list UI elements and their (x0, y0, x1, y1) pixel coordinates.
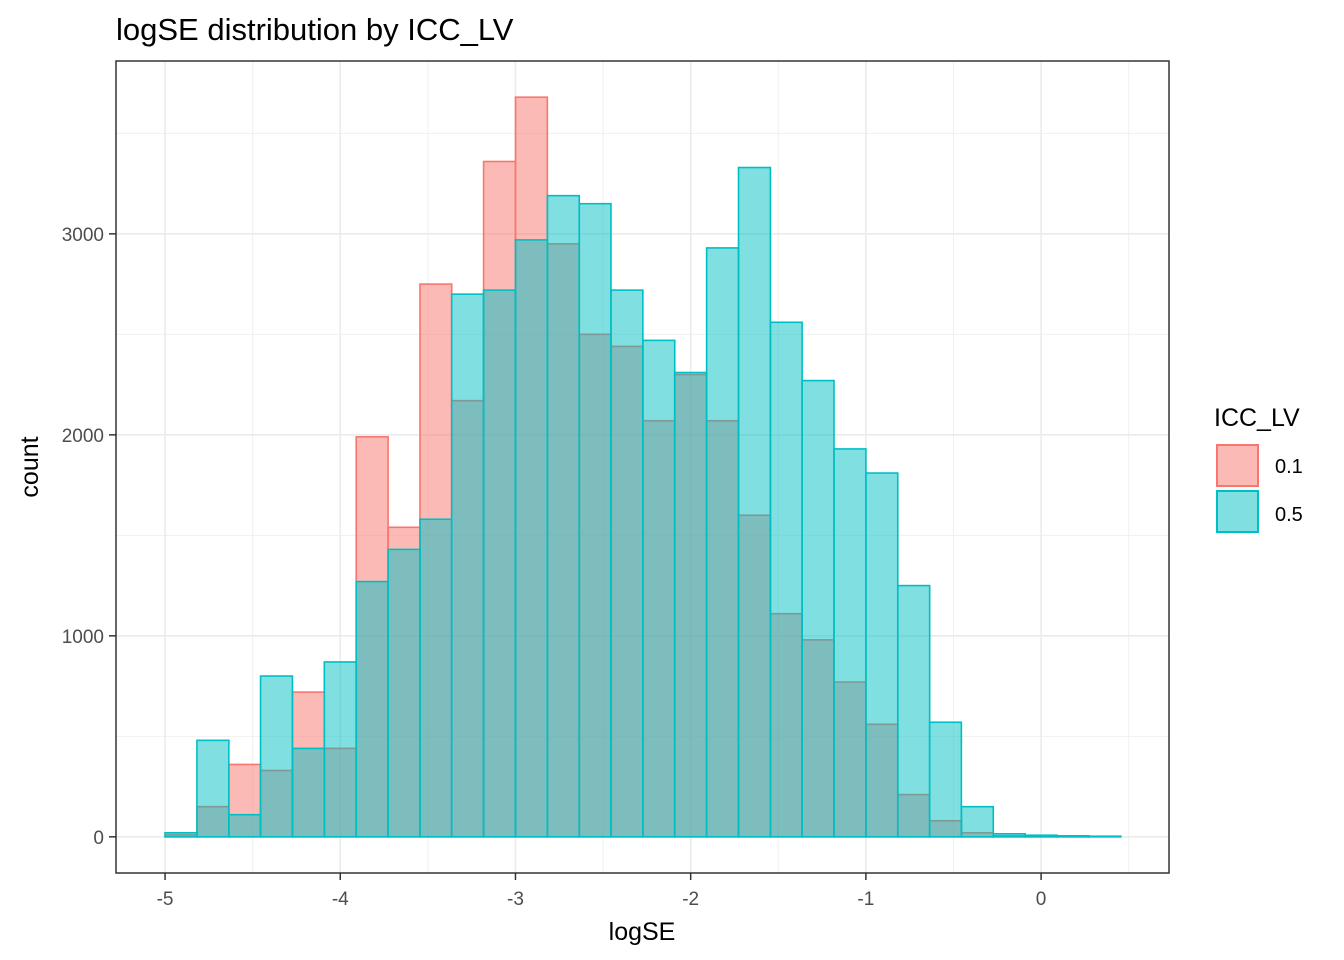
chart-title: logSE distribution by ICC_LV (116, 12, 514, 47)
legend-key-0.1 (1216, 444, 1259, 487)
bar-icc-0.5-bin-5 (323, 661, 358, 838)
bar-icc-0.5-bin-11 (514, 239, 549, 838)
bar-icc-0.5-bin-21 (833, 448, 867, 838)
bar-icc-0.5-bin-17 (705, 247, 740, 838)
bar-icc-0.5-bin-25 (960, 805, 995, 838)
bar-icc-0.5-bin-16 (673, 371, 708, 838)
y-tick-label: 3000 (62, 225, 104, 246)
bar-icc-0.5-bin-28 (1056, 835, 1090, 838)
bar-icc-0.5-bin-12 (546, 194, 581, 838)
bar-icc-0.5-bin-15 (642, 339, 676, 838)
bar-icc-0.5-bin-18 (737, 166, 772, 838)
bar-icc-0.5-bin-19 (769, 321, 803, 838)
histogram-bars (164, 96, 1122, 838)
legend-label-0.5: 0.5 (1275, 504, 1303, 526)
bar-icc-0.5-bin-7 (387, 548, 421, 838)
bar-icc-0.5-bin-2 (228, 813, 262, 838)
bar-icc-0.5-bin-26 (992, 833, 1026, 838)
bar-icc-0.5-bin-14 (610, 289, 644, 838)
bar-icc-0.5-bin-24 (928, 721, 963, 838)
bar-icc-0.5-bin-23 (896, 584, 931, 838)
x-tick-label: -2 (682, 889, 699, 910)
y-axis: 0 1000 2000 3000 (62, 225, 116, 849)
x-axis: -5 -4 -3 -2 -1 0 (157, 873, 1047, 910)
bar-icc-0.5-bin-20 (801, 379, 835, 838)
legend-key-0.5 (1216, 490, 1259, 533)
y-axis-title: count (16, 436, 44, 497)
y-tick-label: 0 (93, 828, 104, 849)
bar-icc-0.5-bin-27 (1024, 834, 1058, 838)
plot-panel-border (115, 60, 1170, 874)
bar-icc-0.5-bin-1 (196, 739, 230, 838)
bar-icc-0.5-bin-10 (482, 289, 517, 838)
legend-label-0.1: 0.1 (1275, 456, 1303, 478)
y-tick-label: 1000 (62, 627, 104, 648)
x-tick-label: 0 (1036, 889, 1047, 910)
bar-icc-0.5-bin-9 (450, 293, 485, 838)
bar-icc-0.5-bin-29 (1088, 835, 1122, 838)
x-tick-label: -3 (507, 889, 524, 910)
bar-icc-0.5-bin-0 (164, 832, 198, 838)
legend: ICC_LV 0.1 0.5 (1214, 404, 1303, 533)
bar-icc-0.5-bin-13 (578, 202, 612, 838)
bar-icc-0.5-bin-4 (291, 747, 326, 838)
x-axis-title: logSE (609, 918, 676, 946)
x-tick-label: -1 (857, 889, 874, 910)
bar-icc-0.5-bin-6 (355, 580, 389, 838)
bar-icc-0.5-bin-22 (865, 472, 899, 838)
bar-icc-0.5-bin-3 (259, 675, 294, 838)
bar-icc-0.5-bin-8 (419, 518, 453, 838)
x-tick-label: -5 (157, 889, 174, 910)
y-tick-label: 2000 (62, 426, 104, 447)
x-tick-label: -4 (332, 889, 349, 910)
legend-title: ICC_LV (1214, 404, 1300, 432)
